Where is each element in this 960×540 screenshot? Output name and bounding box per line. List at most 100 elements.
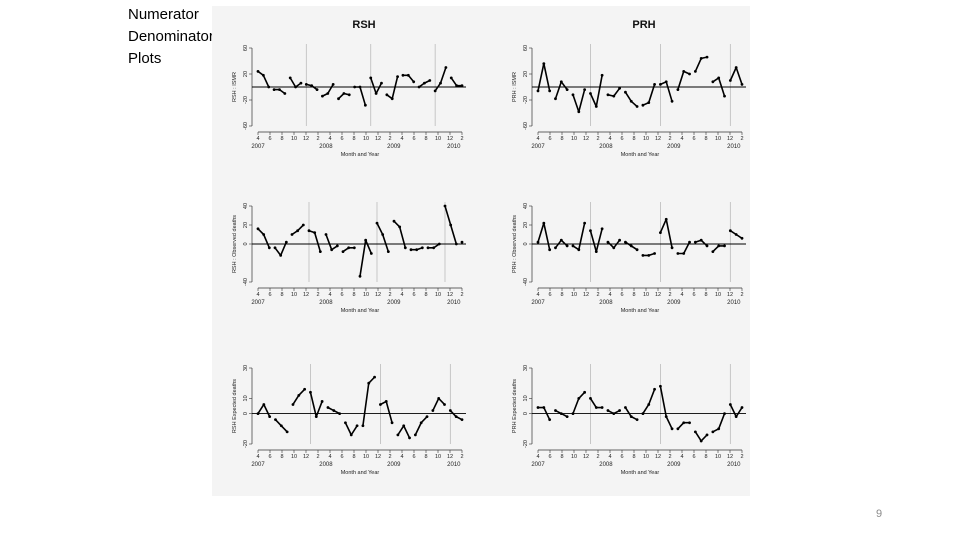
page-number: 9 (876, 508, 883, 520)
chart2-x-tick-label: 6 (412, 292, 415, 298)
chart5-x-tick-label: 6 (548, 454, 551, 460)
chart1-data-point (734, 66, 738, 69)
chart1-data-point (682, 70, 686, 73)
chart5-data-point (583, 390, 587, 394)
chart3-x-tick-label: 6 (692, 292, 695, 298)
chart1-series-segment (735, 66, 743, 86)
chart4-series-segment (263, 403, 271, 418)
chart5-data-point (740, 406, 744, 409)
chart-panel: RSH 60 20 -20 -60 RSH : ISMR 4 6 8 10 12 2 4 6 8 10 12 2 4… (212, 6, 750, 496)
chart3-x-tick-label: 2 (668, 292, 671, 298)
chart2-data-point (381, 233, 385, 236)
chart5-x-tick-label: 6 (620, 454, 623, 460)
chart4-series-segment (344, 421, 353, 436)
chart3-data-point (618, 238, 621, 242)
chart0-x-tick-label: 10 (291, 136, 297, 142)
chart5-y-axis-label: PRH Expected deaths (512, 379, 518, 433)
chart4-x-tick-label: 12 (375, 454, 381, 460)
chart5-series-segment (577, 391, 586, 400)
chart2-series-segment (359, 239, 367, 278)
chart3-data-point (612, 246, 616, 250)
chart4-x-tick-label: 2 (388, 454, 391, 460)
chart3-x-tick-label: 6 (620, 292, 623, 298)
chart3-year-label: 2009 (667, 300, 681, 306)
chart4-x-tick-label: 6 (268, 454, 271, 460)
chart5-data-point (670, 427, 674, 431)
chart4-x-tick-label: 6 (340, 454, 343, 460)
chart1-data-point (606, 93, 610, 97)
chart4-x-tick-label: 12 (447, 454, 453, 460)
chart2-data-point (324, 233, 328, 236)
chart4-x-axis-label: Month and Year (341, 470, 380, 476)
chart1-data-point (717, 76, 721, 80)
chart2-data-point (279, 254, 283, 257)
chart4-data-point (454, 415, 458, 419)
chart4-y-axis-label: RSH Expected deaths (232, 379, 238, 433)
chart3-year-label: 2010 (727, 300, 741, 306)
chart0-data-point (342, 92, 346, 95)
chart3-x-tick-label: 4 (680, 292, 683, 298)
chart5-x-tick-label: 12 (583, 454, 589, 460)
chart0-data-point (406, 73, 410, 77)
chart5-data-point (600, 406, 604, 409)
chart2-data-point (301, 223, 305, 227)
chart3-x-tick-label: 10 (715, 292, 721, 298)
chart5-data-point (536, 406, 540, 409)
chart1-x-tick-label: 2 (668, 136, 671, 142)
chart0-data-point (423, 81, 426, 85)
chart0-data-point (455, 84, 459, 88)
chart4-data-point (326, 406, 330, 409)
chart1-series-segment (572, 94, 580, 113)
chart4-data-point (431, 409, 435, 412)
chart5-data-point (676, 427, 680, 431)
chart3-data-point (635, 248, 639, 252)
chart5-y-tick-label: -20 (523, 440, 529, 448)
chart0-data-point (261, 73, 265, 77)
chart5-data-point (653, 387, 656, 391)
chart3-x-tick-label: 2 (740, 292, 743, 298)
chart0-data-point (428, 79, 432, 82)
chart4-data-point (367, 381, 371, 385)
chart1-series-segment (560, 81, 568, 91)
chart3-series-segment (543, 222, 551, 251)
chart0-x-tick-label: 6 (340, 136, 343, 142)
chart3-data-point (728, 229, 732, 233)
chart2-series-segment (279, 241, 288, 257)
chart1-data-point (688, 72, 691, 76)
chart0-data-point (369, 76, 373, 80)
chart1-y-tick-label: 20 (523, 71, 529, 77)
chart5-series-segment (677, 421, 685, 430)
chart0-data-point (321, 94, 324, 98)
chart4-data-point (262, 403, 266, 406)
chart4-series-segment (315, 400, 323, 418)
chart4-data-point (344, 421, 347, 425)
chart2-data-point (341, 250, 345, 254)
chart2-x-tick-label: 4 (256, 292, 259, 298)
chart4-data-point (309, 390, 312, 394)
chart1-data-point (728, 79, 732, 82)
chart3-data-point (583, 221, 587, 225)
chart4-series-segment (280, 424, 288, 433)
chart2-x-tick-label: 12 (303, 292, 309, 298)
chart2-data-point (330, 248, 334, 252)
chart5-data-point (548, 418, 552, 422)
chart5-series-segment (642, 403, 650, 415)
chart0-data-point (460, 84, 464, 88)
chart1-data-point (629, 99, 633, 103)
chart4-series-segment (257, 403, 265, 415)
chart2-data-point (426, 246, 430, 250)
chart3-data-point (699, 238, 703, 242)
chart5-series-segment (543, 406, 551, 421)
chart2-data-point (347, 246, 351, 250)
chart4-y-tick-label: 0 (243, 412, 249, 415)
chart2-x-tick-label: 8 (352, 292, 355, 298)
chart5-series-segment (589, 397, 598, 409)
chart5-data-point (647, 403, 651, 406)
chart3-x-tick-label: 10 (571, 292, 577, 298)
chart1-data-point (536, 89, 540, 93)
chart5-year-label: 2008 (599, 462, 613, 468)
chart4-data-point (303, 387, 307, 391)
chart1-data-point (589, 92, 592, 95)
chart5-x-tick-label: 4 (608, 454, 611, 460)
chart4-data-point (338, 412, 341, 415)
